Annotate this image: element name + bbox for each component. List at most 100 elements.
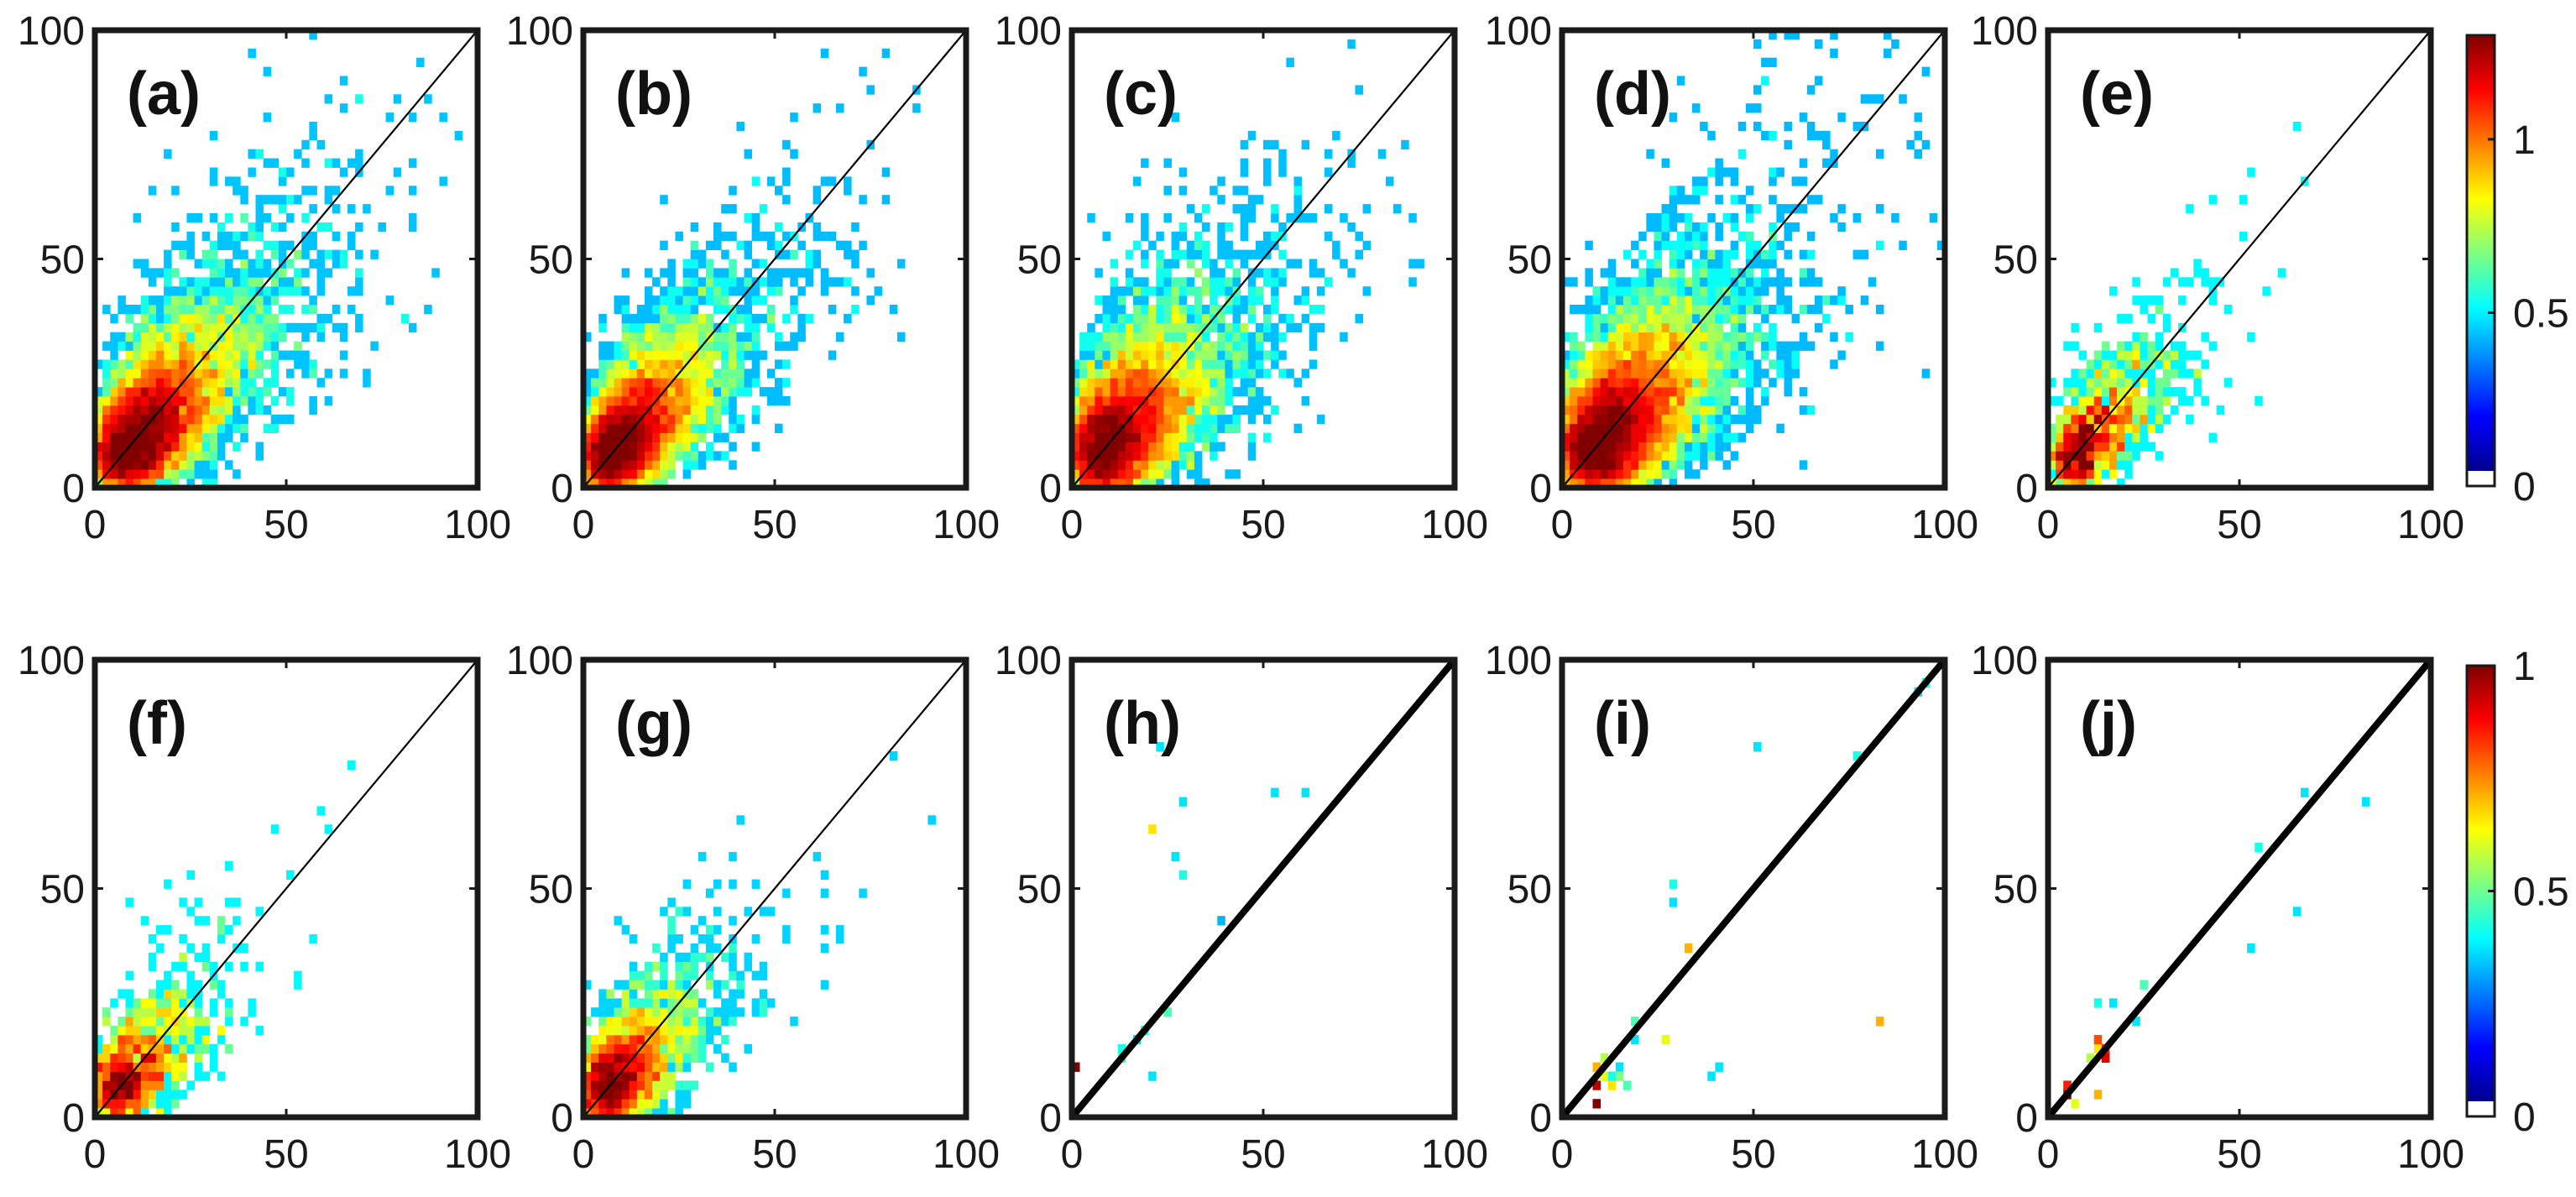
heatmap-cell [1676, 387, 1685, 397]
heatmap-cell [690, 378, 699, 388]
heatmap-cell [1722, 295, 1732, 306]
heatmap-cell [2117, 423, 2125, 433]
heatmap-cell [1186, 432, 1195, 442]
heatmap-cell [744, 387, 753, 397]
heatmap-cell [201, 1017, 211, 1027]
heatmap-cell [644, 322, 653, 333]
heatmap-cell [1171, 249, 1180, 259]
heatmap-cell [1141, 469, 1149, 479]
x-tick-label: 50 [1731, 503, 1775, 547]
heatmap-cell [729, 231, 737, 242]
heatmap-cell [790, 295, 798, 306]
heatmap-cell [186, 1043, 195, 1054]
heatmap-cell [1737, 295, 1747, 306]
heatmap-cell [606, 378, 614, 388]
heatmap-cell [2140, 350, 2148, 360]
heatmap-cell [240, 432, 248, 442]
heatmap-cell [1271, 295, 1279, 306]
heatmap-cell [2108, 350, 2118, 360]
heatmap-cell [1202, 396, 1210, 406]
heatmap-cell [1875, 240, 1884, 250]
heatmap-cell [1730, 240, 1739, 250]
heatmap-cell [1868, 277, 1877, 287]
heatmap-cell [140, 341, 149, 351]
heatmap-cells [1562, 30, 1946, 489]
heatmap-cell [278, 350, 287, 360]
heatmap-cell [1707, 359, 1716, 369]
heatmap-cell [2132, 277, 2140, 287]
heatmap-cell [1247, 313, 1257, 324]
heatmap-cell [118, 1034, 126, 1045]
heatmap-cell [636, 305, 645, 315]
heatmap-cell [1615, 1071, 1624, 1081]
heatmap-cell [1753, 259, 1762, 269]
heatmap-cell [660, 961, 668, 971]
heatmap-cell [1631, 478, 1639, 489]
heatmap-cell [171, 405, 180, 416]
heatmap-cell [171, 989, 180, 999]
heatmap-cell [102, 1080, 111, 1090]
heatmap-cell [1661, 405, 1670, 416]
heatmap-cell [1607, 469, 1617, 479]
heatmap-cell [209, 396, 218, 406]
heatmap-cell [1722, 396, 1732, 406]
heatmap-cell [1102, 478, 1110, 489]
heatmap-cell [1600, 268, 1609, 278]
heatmap-cell [140, 322, 149, 333]
heatmap-cell [1309, 268, 1318, 278]
heatmap-cell [1210, 442, 1218, 452]
heatmap-cell [912, 103, 921, 113]
heatmap-cell [1232, 341, 1241, 351]
heatmap-cell [636, 1071, 645, 1081]
x-tick-label: 0 [1061, 1132, 1084, 1177]
heatmap-cell [1776, 277, 1784, 287]
heatmap-cell [1095, 268, 1103, 278]
heatmap-cell [164, 1017, 172, 1027]
heatmap-cell [2361, 797, 2370, 807]
heatmap-cell [682, 322, 692, 333]
heatmap-cell [667, 469, 676, 479]
heatmap-cell [125, 405, 133, 416]
heatmap-cell [675, 952, 683, 963]
heatmap-cell [1745, 387, 1754, 397]
heatmap-cell [1661, 396, 1670, 406]
heatmap-cell [667, 1043, 676, 1054]
heatmap-cell [1263, 432, 1272, 442]
heatmap-cell [1570, 369, 1578, 379]
heatmap-cell [621, 405, 630, 416]
heatmap-cell [278, 277, 287, 287]
heatmap-cell [1715, 195, 1723, 205]
heatmap-cell [2086, 405, 2095, 416]
heatmap-cell [698, 934, 707, 944]
heatmap-cell [110, 1108, 118, 1118]
heatmap-cell [1669, 369, 1678, 379]
heatmap-cell [2056, 442, 2064, 452]
heatmap-cell [194, 460, 203, 470]
heatmap-cell [2093, 478, 2103, 489]
heatmap-cell [171, 332, 180, 342]
heatmap-cell [1692, 442, 1701, 452]
heatmap-cell [614, 1043, 622, 1054]
heatmap-cell [155, 1062, 165, 1072]
heatmap-cell [636, 478, 645, 489]
heatmap-cell [1570, 350, 1578, 360]
heatmap-cell [248, 222, 256, 233]
heatmap-cell [1263, 305, 1272, 315]
heatmap-cell [766, 998, 776, 1008]
heatmap-cell [1631, 405, 1639, 416]
heatmap-cell [1600, 369, 1609, 379]
heatmap-cell [1830, 213, 1838, 223]
heatmap-cell [1163, 350, 1172, 360]
heatmap-cell [2178, 277, 2187, 287]
heatmap-cell [1684, 231, 1693, 242]
heatmap-cell [248, 359, 256, 369]
heatmap-cell [1737, 432, 1747, 442]
heatmap-cell [1631, 277, 1639, 287]
heatmap-cell [1607, 369, 1617, 379]
heatmap-cell [424, 305, 432, 315]
heatmap-cell [355, 286, 363, 296]
heatmap-cell [1715, 167, 1723, 177]
heatmap-cell [1087, 387, 1095, 397]
heatmap-cell [1271, 322, 1279, 333]
